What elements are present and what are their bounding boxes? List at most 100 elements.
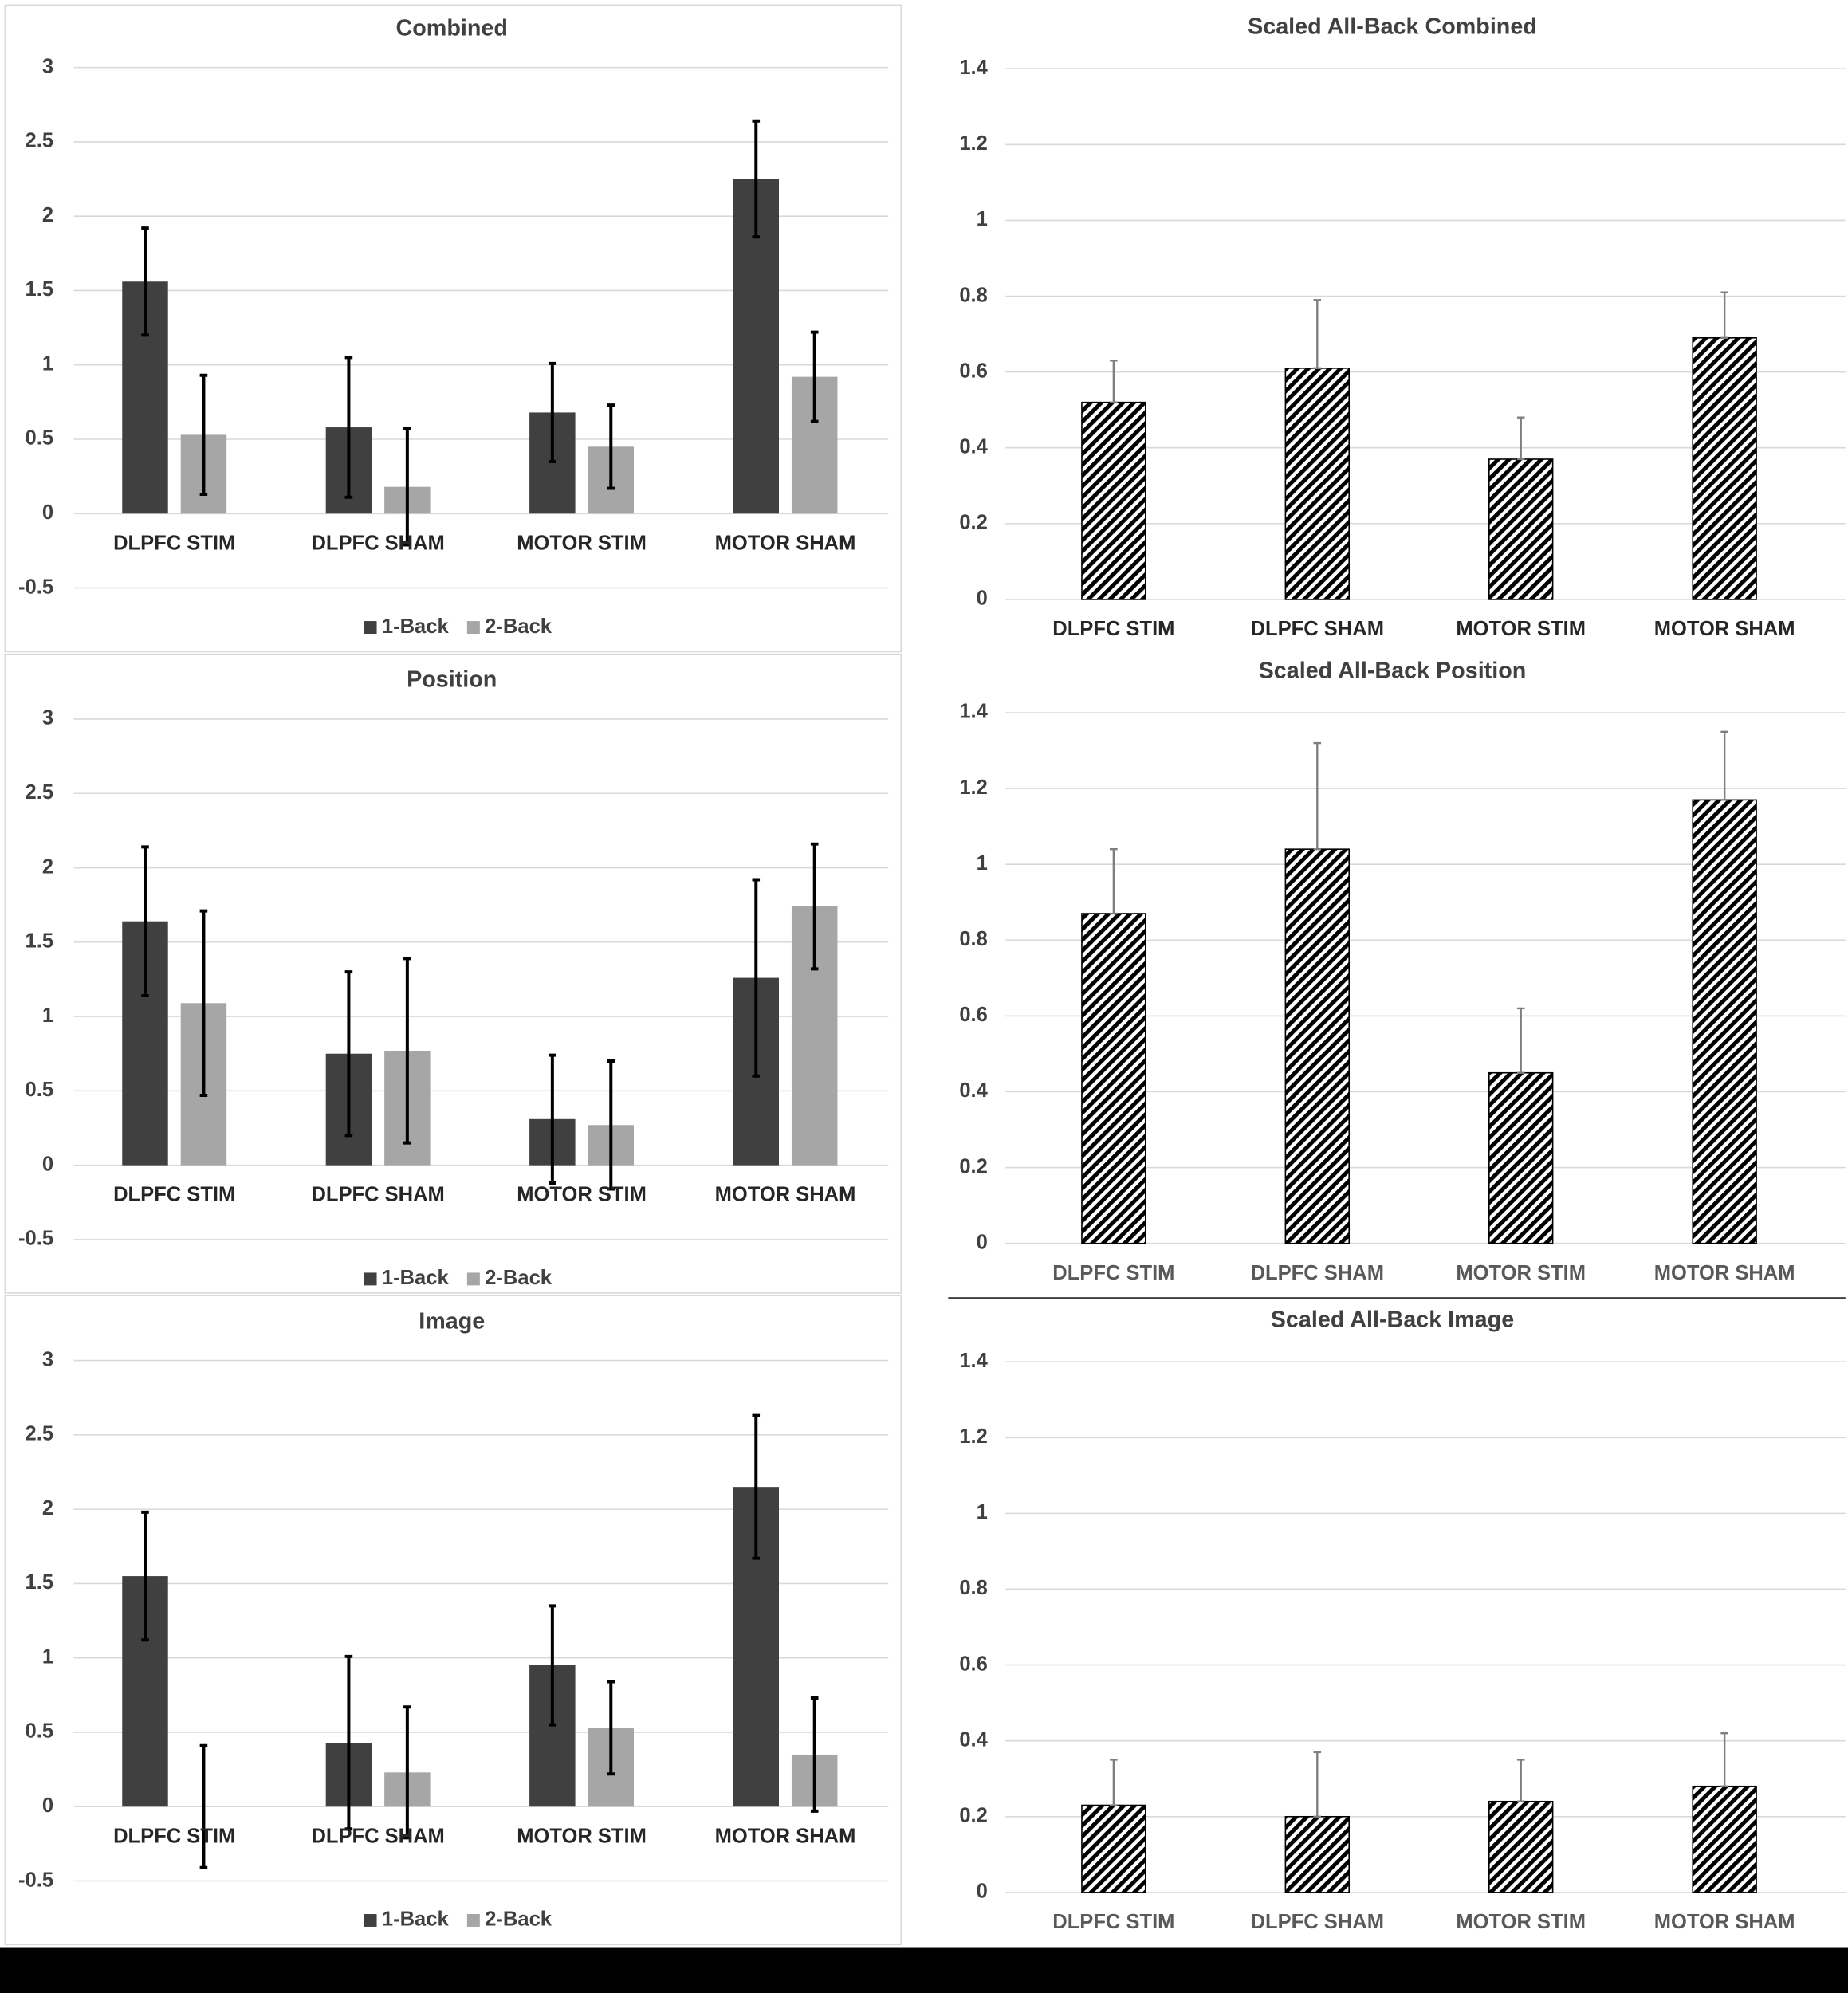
legend-label: 2-Back <box>485 1908 552 1931</box>
y-tick-label: 3 <box>42 1348 53 1370</box>
y-tick-label: 0.6 <box>959 1004 987 1026</box>
error-bar <box>810 842 819 971</box>
error-bar <box>752 878 761 1078</box>
y-tick-label: 3 <box>42 707 53 729</box>
error-bar <box>1516 1007 1525 1074</box>
bar <box>1692 337 1757 600</box>
y-tick-label: 0.4 <box>959 1728 988 1751</box>
legend-swatch <box>364 1272 377 1286</box>
legend-swatch <box>466 621 480 635</box>
x-tick-label: DLPFC SHAM <box>311 1184 444 1206</box>
error-bar <box>344 970 353 1138</box>
y-tick-label: 0 <box>977 1231 988 1253</box>
error-bar <box>607 1680 615 1776</box>
bar <box>1081 1804 1146 1893</box>
bar <box>1488 458 1554 600</box>
legend-swatch <box>466 1914 480 1927</box>
y-tick-label: 1.5 <box>26 278 54 301</box>
y-tick-label: -0.5 <box>18 1869 53 1891</box>
error-bar <box>403 957 411 1145</box>
chart-title: Image <box>419 1308 485 1334</box>
error-bar <box>607 1059 615 1191</box>
y-tick-label: 0.8 <box>959 284 987 306</box>
y-tick-label: 1.4 <box>959 1350 988 1372</box>
error-bar <box>1516 1759 1525 1802</box>
x-tick-label: MOTOR STIM <box>1456 618 1586 640</box>
y-tick-label: 2.5 <box>26 781 54 804</box>
panel-border <box>4 4 902 653</box>
footer-bar <box>0 1947 1848 1993</box>
y-tick-label: 0.2 <box>959 512 987 534</box>
x-tick-label: DLPFC SHAM <box>1251 1262 1384 1284</box>
bar <box>1284 1815 1351 1893</box>
legend-swatch <box>364 1914 377 1927</box>
legend-swatch <box>466 1272 480 1286</box>
y-tick-label: 1.2 <box>959 132 987 155</box>
error-bar <box>549 1604 556 1727</box>
error-bar <box>141 845 149 997</box>
error-bar <box>1516 416 1525 461</box>
x-tick-label: MOTOR STIM <box>517 1184 647 1206</box>
error-bar <box>403 1705 411 1840</box>
error-bar <box>344 356 353 499</box>
legend-label: 2-Back <box>485 615 552 638</box>
y-tick-label: 0.8 <box>959 928 987 950</box>
bar <box>1284 368 1351 600</box>
x-tick-label: DLPFC SHAM <box>1251 1911 1384 1933</box>
bar <box>1488 1071 1554 1244</box>
x-tick-label: MOTOR SHAM <box>1654 1911 1795 1933</box>
bar <box>1692 799 1757 1244</box>
error-bar <box>1313 299 1322 370</box>
x-tick-label: DLPFC SHAM <box>311 532 444 554</box>
y-tick-label: 0.8 <box>959 1577 987 1599</box>
error-bar <box>607 403 615 490</box>
x-tick-label: DLPFC STIM <box>113 1825 235 1847</box>
y-tick-label: 2.5 <box>26 1423 54 1445</box>
chart-title: Position <box>407 667 497 693</box>
chart-title: Scaled All-Back Image <box>1271 1307 1514 1333</box>
chart-title: Scaled All-Back Position <box>1259 658 1527 684</box>
y-tick-label: 2 <box>42 855 53 878</box>
y-tick-label: 0.4 <box>959 1079 988 1102</box>
y-tick-label: -0.5 <box>18 576 53 598</box>
x-tick-label: DLPFC STIM <box>1052 618 1174 640</box>
y-tick-label: 1.2 <box>959 776 987 799</box>
panel-border <box>4 653 902 1294</box>
legend-label: 2-Back <box>485 1267 552 1289</box>
x-tick-label: DLPFC STIM <box>113 532 235 554</box>
y-tick-label: 2 <box>42 204 53 226</box>
chart-title: Scaled All-Back Combined <box>1248 14 1537 40</box>
x-tick-label: DLPFC SHAM <box>311 1825 444 1847</box>
y-tick-label: 0.2 <box>959 1805 987 1827</box>
error-bar <box>199 373 208 497</box>
x-tick-label: MOTOR SHAM <box>1654 1262 1795 1284</box>
x-tick-label: DLPFC STIM <box>1052 1262 1174 1284</box>
error-bar <box>752 1413 761 1560</box>
y-tick-label: 0 <box>42 1794 53 1817</box>
bar <box>1284 848 1351 1244</box>
x-tick-label: MOTOR STIM <box>1456 1262 1586 1284</box>
y-tick-label: 0.6 <box>959 360 987 382</box>
x-tick-label: MOTOR SHAM <box>1654 618 1795 640</box>
error-bar <box>1110 847 1118 915</box>
y-tick-label: 3 <box>42 55 53 77</box>
error-bar <box>141 226 149 337</box>
panel-border <box>4 1295 902 1946</box>
error-bar <box>1720 1732 1728 1787</box>
y-tick-label: 1.2 <box>959 1425 987 1448</box>
error-bar <box>810 330 819 423</box>
y-tick-label: 0.5 <box>26 1720 54 1743</box>
x-tick-label: MOTOR SHAM <box>715 532 856 554</box>
chart-title: Combined <box>396 15 508 41</box>
y-tick-label: 1 <box>42 352 53 375</box>
bar <box>1081 913 1146 1244</box>
bar <box>1692 1785 1757 1893</box>
y-tick-label: 0 <box>977 1881 988 1903</box>
error-bar <box>549 1053 556 1185</box>
bar <box>1081 401 1146 600</box>
y-tick-label: 0.2 <box>959 1155 987 1177</box>
x-tick-label: MOTOR SHAM <box>715 1825 856 1847</box>
y-tick-label: 0.4 <box>959 435 988 458</box>
